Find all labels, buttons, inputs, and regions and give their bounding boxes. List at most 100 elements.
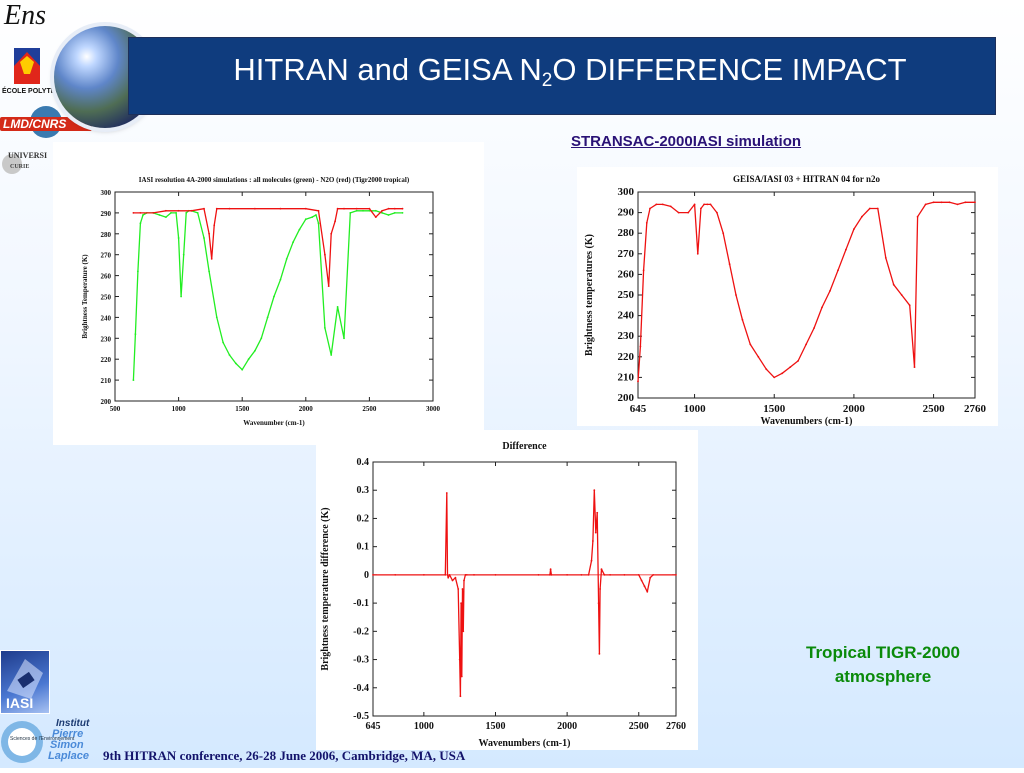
data-point: [203, 207, 205, 210]
data-point: [324, 253, 326, 256]
data-point: [343, 337, 345, 340]
ens-logo: Ens: [4, 0, 50, 38]
y-tick-label: 240: [618, 310, 635, 322]
data-point: [260, 337, 263, 340]
data-point: [241, 368, 244, 371]
data-point: [137, 270, 139, 273]
data-point: [603, 574, 606, 576]
data-point: [142, 214, 144, 216]
data-point: [464, 574, 467, 576]
data-point: [643, 585, 646, 588]
x-tick-label: 1500: [763, 403, 786, 415]
data-point: [266, 316, 269, 319]
x-tick-label: 2760: [964, 403, 987, 415]
x-axis-label: Wavenumber (cm-1): [243, 419, 305, 427]
chart-panel-all-molecules: IASI resolution 4A-2000 simulations : al…: [53, 142, 484, 445]
data-point: [948, 201, 951, 204]
univ-logo-text: UNIVERSI: [8, 151, 47, 160]
data-point: [185, 212, 188, 214]
data-point: [592, 540, 594, 542]
chart-all-molecules: IASI resolution 4A-2000 simulations : al…: [81, 176, 441, 427]
y-tick-label: 0.2: [357, 513, 370, 524]
title-main: HITRAN and GEISA N: [233, 52, 542, 87]
chart-title: Difference: [502, 441, 547, 452]
data-point: [837, 269, 839, 272]
data-point: [215, 316, 218, 319]
data-point: [175, 212, 177, 214]
data-point: [829, 290, 831, 292]
y-tick-label: 200: [101, 398, 112, 406]
data-point: [892, 283, 895, 286]
data-point: [381, 209, 383, 212]
data-point: [696, 252, 699, 255]
y-tick-label: 240: [101, 314, 112, 322]
data-point: [908, 304, 911, 307]
data-point: [649, 207, 651, 210]
data-point: [279, 278, 282, 281]
data-point: [177, 237, 180, 239]
data-point: [757, 355, 760, 358]
y-axis-label: Brightness temperatures (K): [584, 234, 595, 356]
data-point: [645, 222, 648, 224]
data-point: [139, 222, 142, 225]
y-tick-label: 300: [101, 189, 112, 197]
data-point: [913, 366, 916, 368]
y-tick-label: 260: [618, 268, 635, 280]
data-point: [165, 209, 167, 212]
x-tick-label: 2500: [629, 721, 649, 732]
data-point: [597, 602, 600, 604]
data-point: [741, 318, 744, 321]
y-tick-label: 0: [364, 570, 369, 581]
y-tick-label: 0.4: [357, 457, 370, 468]
data-point: [170, 212, 172, 214]
data-point: [876, 207, 879, 210]
data-point: [372, 574, 374, 576]
x-tick-label: 645: [630, 403, 647, 415]
x-tick-label: 645: [366, 721, 381, 732]
data-point: [462, 630, 465, 633]
chart-title: IASI resolution 4A-2000 simulations : al…: [139, 176, 410, 184]
data-point: [642, 269, 645, 272]
x-tick-label: 1500: [235, 405, 250, 413]
data-point: [646, 590, 649, 593]
data-point: [355, 209, 358, 212]
data-point: [381, 212, 383, 214]
y-tick-label: 290: [101, 210, 112, 218]
data-point: [640, 579, 643, 582]
data-point: [180, 295, 182, 298]
data-point: [549, 574, 551, 576]
data-point: [222, 341, 225, 344]
slide-title: HITRAN and GEISA N2O DIFFERENCE IMPACT: [150, 52, 990, 92]
data-point: [196, 212, 199, 214]
data-point: [549, 568, 552, 571]
y-tick-label: 250: [618, 289, 635, 301]
y-tick-label: 290: [618, 207, 635, 219]
data-point: [649, 576, 652, 579]
data-point: [655, 203, 658, 206]
data-point: [387, 214, 390, 216]
data-point: [494, 574, 497, 576]
data-point: [393, 207, 396, 210]
data-point: [537, 574, 540, 576]
ens-logo-text: Ens: [4, 0, 46, 31]
data-point: [706, 203, 709, 206]
data-point: [330, 354, 333, 356]
data-point: [451, 579, 454, 582]
y-tick-label: 210: [101, 377, 112, 385]
data-point: [789, 366, 792, 368]
data-point: [594, 531, 597, 534]
ecole-polytechnique-emblem: ÉCOLE POLYTECHNIQUE: [2, 48, 88, 95]
data-point: [336, 306, 339, 308]
data-point: [454, 576, 457, 579]
data-point: [845, 248, 847, 251]
data-point: [716, 211, 718, 214]
data-point: [677, 211, 680, 214]
data-point: [637, 380, 639, 383]
data-point: [327, 285, 330, 287]
data-point: [956, 203, 959, 206]
data-point: [821, 306, 823, 309]
data-point: [132, 379, 135, 381]
y-tick-label: 300: [618, 186, 635, 198]
data-point: [228, 207, 231, 210]
univ-logo-subtext: CURIE: [10, 164, 29, 170]
